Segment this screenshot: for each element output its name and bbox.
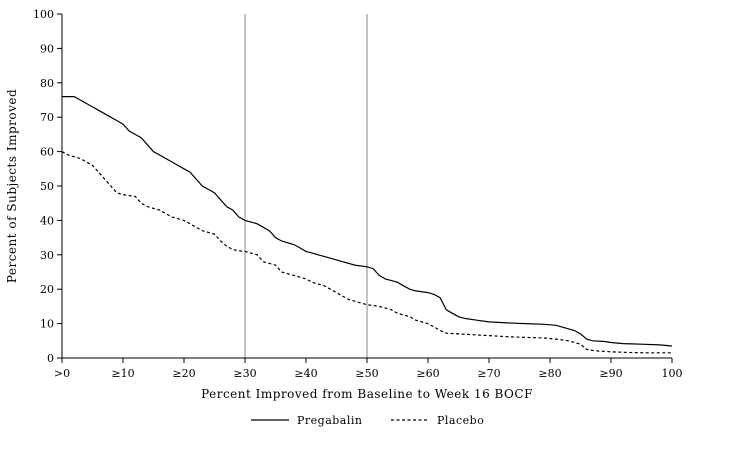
legend-pregabalin-label: Pregabalin bbox=[297, 414, 363, 427]
series-line-placebo bbox=[61, 151, 672, 354]
x-tick-label: 100 bbox=[662, 367, 683, 380]
y-tick-label: 70 bbox=[40, 111, 54, 124]
x-tick-label: ≥50 bbox=[355, 367, 378, 380]
reference-lines bbox=[244, 14, 368, 358]
y-tick-label: 100 bbox=[33, 8, 54, 21]
legend-placebo-label: Placebo bbox=[437, 414, 484, 427]
y-axis-ticks: 0 10 20 30 40 50 60 70 80 90 100 bbox=[33, 8, 62, 365]
y-tick-label: 90 bbox=[40, 42, 54, 55]
y-tick-label: 50 bbox=[40, 180, 54, 193]
y-tick-label: 30 bbox=[40, 249, 54, 262]
x-tick-label: ≥30 bbox=[233, 367, 256, 380]
x-tick-label: ≥90 bbox=[599, 367, 622, 380]
x-tick-label: ≥80 bbox=[538, 367, 561, 380]
x-tick-label: >0 bbox=[54, 367, 70, 380]
x-axis-label: Percent Improved from Baseline to Week 1… bbox=[201, 387, 533, 401]
x-tick-label: ≥60 bbox=[416, 367, 439, 380]
x-tick-label: ≥10 bbox=[111, 367, 134, 380]
y-tick-label: 10 bbox=[40, 318, 54, 331]
legend: Pregabalin Placebo bbox=[251, 414, 484, 427]
x-tick-label: ≥70 bbox=[477, 367, 500, 380]
y-tick-label: 40 bbox=[40, 214, 54, 227]
series-line-pregabalin bbox=[62, 95, 673, 347]
y-tick-label: 0 bbox=[47, 352, 54, 365]
series-lines bbox=[61, 95, 673, 354]
x-tick-label: ≥40 bbox=[294, 367, 317, 380]
y-tick-label: 80 bbox=[40, 77, 54, 90]
x-axis-ticks: >0 ≥10 ≥20 ≥30 ≥40 ≥50 ≥60 ≥70 ≥80 ≥90 100 bbox=[54, 358, 683, 380]
y-tick-label: 60 bbox=[40, 146, 54, 159]
y-tick-label: 20 bbox=[40, 283, 54, 296]
y-axis-label: Percent of Subjects Improved bbox=[5, 89, 19, 283]
x-tick-label: ≥20 bbox=[172, 367, 195, 380]
